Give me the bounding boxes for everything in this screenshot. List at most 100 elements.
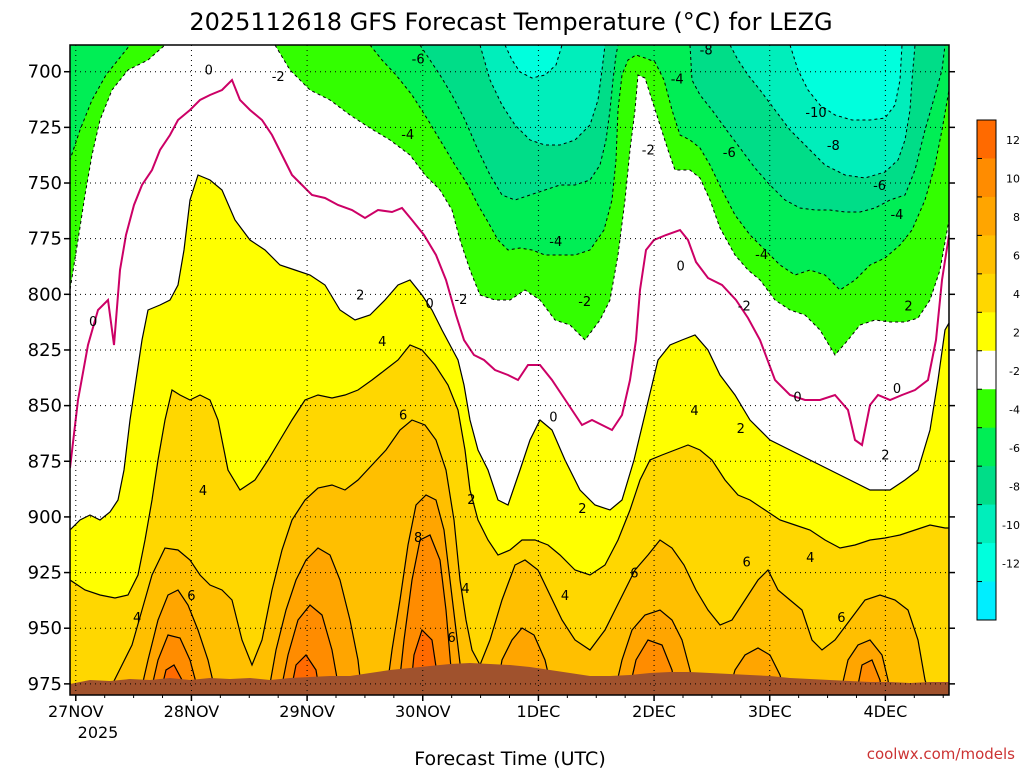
contour-label: 4 — [806, 551, 814, 566]
colorbar-label: -2 — [1009, 365, 1020, 378]
colorbar-label: -4 — [1009, 403, 1020, 416]
contour-label: -2 — [578, 295, 591, 310]
y-tick-label: 800 — [28, 284, 62, 305]
contour-label: -6 — [723, 146, 736, 161]
contour-label: 2 — [356, 288, 364, 303]
contour-label: 2 — [578, 502, 586, 517]
contour-label: 4 — [561, 589, 569, 604]
contour-label: 4 — [199, 484, 207, 499]
contour-label: 4 — [378, 335, 386, 350]
colorbar-swatch — [977, 466, 996, 506]
contour-label: -6 — [412, 52, 425, 67]
x-year-label: 2025 — [78, 723, 119, 742]
contour-label: -2 — [738, 299, 751, 314]
contour-label: -4 — [671, 72, 684, 87]
contour-label: -4 — [755, 248, 768, 263]
colorbar-label: 12 — [1006, 134, 1020, 147]
freezing-line — [70, 78, 949, 469]
x-tick-label: 4DEC — [863, 702, 907, 721]
contour-label: -6 — [873, 179, 886, 194]
contour-label: -8 — [700, 43, 713, 58]
colorbar-label: 6 — [1013, 250, 1020, 263]
y-tick-label: 825 — [28, 340, 62, 361]
x-tick-label: 27NOV — [48, 702, 104, 721]
contour-label: 2 — [904, 299, 912, 314]
contour-label: 6 — [742, 555, 750, 570]
contour-label: 0 — [677, 259, 685, 274]
contour-label: 0 — [893, 382, 901, 397]
contour-label: 0 — [205, 63, 213, 78]
plot-area — [70, 45, 949, 695]
y-tick-label: 700 — [28, 62, 62, 83]
contour-label: 0 — [549, 411, 557, 426]
colorbar-label: -6 — [1009, 442, 1020, 455]
contour-label: 6 — [399, 409, 407, 424]
chart-title: 2025112618 GFS Forecast Temperature (°C)… — [189, 8, 832, 36]
y-tick-label: 900 — [28, 507, 62, 528]
colorbar-label: -10 — [1002, 519, 1020, 532]
x-tick-label: 28NOV — [164, 702, 220, 721]
colorbar-swatch — [977, 196, 996, 236]
colorbar: 12 10 8 6 4 2 -2 -4 -6 -8 -10 -12 — [976, 119, 1020, 621]
x-axis-title: Forecast Time (UTC) — [414, 748, 605, 768]
contour-labels: 0 0 -2 -6 -8 -4 -10 -4 -2 -6 -8 -6 -4 -4 -4 0 -2 -2 2 0 -2 2 4… — [89, 43, 913, 646]
contour-label: -8 — [827, 139, 840, 154]
vertical-gridlines — [75, 45, 886, 695]
contour-label: -4 — [401, 128, 414, 143]
watermark: coolwx.com/models — [867, 745, 1015, 763]
y-tick-label: 950 — [28, 618, 62, 639]
y-tick-label: 925 — [28, 563, 62, 584]
colorbar-label: 8 — [1013, 211, 1020, 224]
colorbar-swatch — [977, 312, 996, 352]
colorbar-frame — [976, 119, 997, 621]
x-axis: 27NOV 28NOV 29NOV 30NOV 1DEC 2DEC 3DEC 4DEC — [48, 695, 944, 721]
contour-label: 8 — [414, 531, 422, 546]
contour-label: -2 — [454, 293, 467, 308]
colorbar-swatch — [977, 427, 996, 467]
contour-label: 2 — [467, 493, 475, 508]
colorbar-label: 2 — [1013, 327, 1020, 340]
contour-label: -2 — [642, 144, 655, 159]
colorbar-swatch — [977, 273, 996, 313]
contour-label: -10 — [805, 106, 826, 121]
y-tick-label: 850 — [28, 396, 62, 417]
x-tick-label: 29NOV — [279, 702, 335, 721]
contour-label: 0 — [793, 391, 801, 406]
x-tick-label: 3DEC — [748, 702, 792, 721]
contour-label: 0 — [89, 315, 97, 330]
ground-terrain — [70, 663, 949, 695]
contour-label: 4 — [690, 404, 698, 419]
contour-label: 4 — [133, 611, 141, 626]
y-tick-label: 725 — [28, 117, 62, 138]
colorbar-label: -8 — [1009, 480, 1020, 493]
colorbar-label: 10 — [1006, 173, 1020, 186]
colorbar-swatch — [977, 543, 996, 583]
contour-label: -4 — [890, 208, 903, 223]
contour-label: 2 — [881, 449, 889, 464]
x-tick-label: 1DEC — [517, 702, 561, 721]
band-minus10 — [504, 45, 903, 121]
colorbar-swatch — [977, 389, 996, 429]
contour-label: 6 — [448, 631, 456, 646]
contour-label: 2 — [737, 422, 745, 437]
x-tick-label: 2DEC — [632, 702, 676, 721]
colorbar-label: -12 — [1002, 557, 1020, 570]
contour-label: -2 — [272, 70, 285, 85]
x-tick-label: 30NOV — [395, 702, 451, 721]
colorbar-swatch — [977, 120, 996, 159]
colorbar-swatch — [977, 235, 996, 275]
contour-label: 6 — [630, 567, 638, 582]
colorbar-swatch — [977, 158, 996, 198]
contour-label: 6 — [837, 611, 845, 626]
band-12-plus — [159, 628, 441, 695]
y-tick-label: 875 — [28, 451, 62, 472]
y-tick-label: 775 — [28, 229, 62, 250]
contour-label: -4 — [549, 235, 562, 250]
y-tick-label: 975 — [28, 674, 62, 695]
contour-label: 0 — [426, 297, 434, 312]
band-10-12 — [149, 534, 883, 695]
colorbar-swatch — [977, 581, 996, 621]
colorbar-swatch — [977, 350, 996, 390]
y-tick-label: 750 — [28, 173, 62, 194]
